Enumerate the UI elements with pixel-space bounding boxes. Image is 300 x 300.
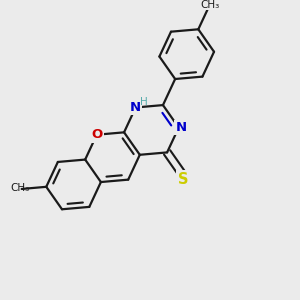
Text: N: N — [176, 121, 187, 134]
Text: CH₃: CH₃ — [200, 1, 219, 10]
Text: N: N — [130, 101, 141, 114]
Text: H: H — [140, 97, 148, 107]
Text: S: S — [178, 172, 188, 187]
Text: CH₃: CH₃ — [11, 182, 30, 193]
Text: O: O — [91, 128, 102, 141]
